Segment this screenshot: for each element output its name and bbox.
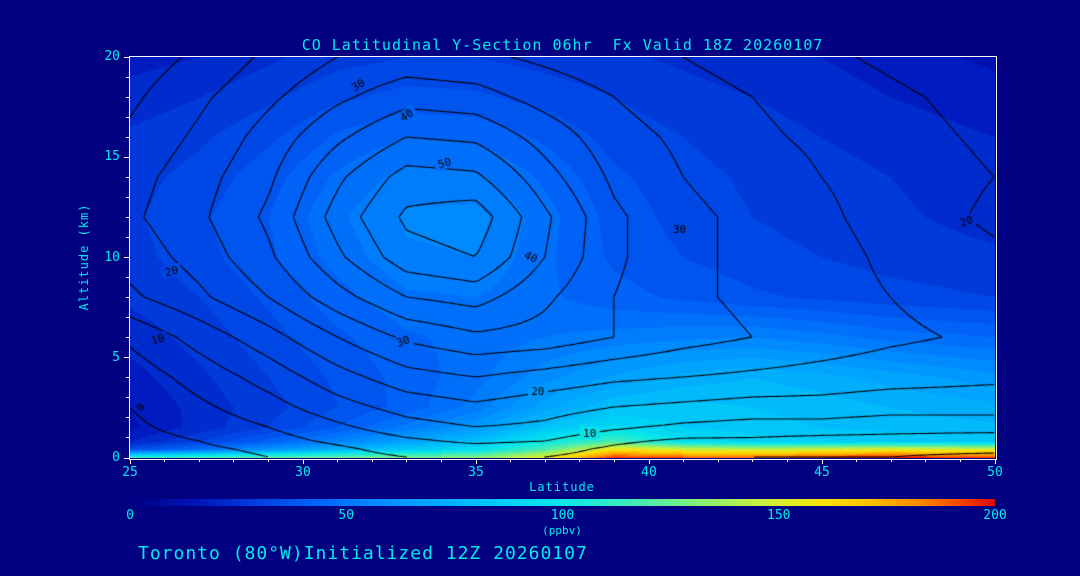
x-axis-minor-tick — [267, 459, 269, 462]
x-axis-minor-tick — [959, 459, 961, 462]
x-axis-minor-tick — [856, 459, 858, 462]
x-axis-minor-tick — [890, 459, 892, 462]
cross-section-plot-canvas — [130, 57, 995, 458]
y-axis-minor-tick — [126, 76, 129, 78]
y-axis-minor-tick — [126, 116, 129, 118]
y-axis-minor-tick — [126, 337, 129, 339]
colorbar-gradient — [130, 499, 995, 506]
x-axis-minor-tick — [613, 459, 615, 462]
x-axis-minor-tick — [683, 459, 685, 462]
x-axis-minor-tick — [510, 459, 512, 462]
y-axis-tick-label: 15 — [104, 149, 120, 165]
x-axis-minor-tick — [579, 459, 581, 462]
y-axis-major-tick — [124, 457, 129, 459]
x-axis-label: Latitude — [529, 480, 595, 494]
chart-title: CO Latitudinal Y-Section 06hr Fx Valid 1… — [301, 36, 824, 54]
x-axis-minor-tick — [544, 459, 546, 462]
x-axis-minor-tick — [406, 459, 408, 462]
y-axis-minor-tick — [126, 437, 129, 439]
x-axis-major-tick — [994, 459, 996, 464]
x-axis-minor-tick — [717, 459, 719, 462]
y-axis-minor-tick — [126, 196, 129, 198]
y-axis-major-tick — [124, 56, 129, 58]
y-axis-tick-label: 20 — [104, 49, 120, 64]
model-init-caption: Toronto (80°W)Initialized 12Z 20260107 — [138, 543, 588, 564]
y-axis-tick-label: 0 — [112, 450, 120, 465]
x-axis-minor-tick — [233, 459, 235, 462]
colorbar-tick-label: 200 — [983, 508, 1007, 523]
x-axis-minor-tick — [440, 459, 442, 462]
y-axis-minor-tick — [126, 397, 129, 399]
x-axis-minor-tick — [752, 459, 754, 462]
x-axis-tick-label: 45 — [814, 465, 830, 480]
x-axis-minor-tick — [198, 459, 200, 462]
colorbar-tick-label: 100 — [550, 508, 575, 523]
x-axis-major-tick — [129, 459, 131, 464]
y-axis-minor-tick — [126, 216, 129, 218]
y-axis-minor-tick — [126, 236, 129, 238]
y-axis-minor-tick — [126, 297, 129, 299]
x-axis-minor-tick — [337, 459, 339, 462]
colorbar-tick-label: 0 — [126, 508, 134, 523]
colorbar-units-label: (ppbv) — [542, 524, 582, 537]
x-axis-major-tick — [302, 459, 304, 464]
y-axis-major-tick — [124, 357, 129, 359]
y-axis-minor-tick — [126, 377, 129, 379]
plot-frame — [129, 56, 997, 460]
x-axis-tick-label: 35 — [468, 465, 484, 480]
x-axis-minor-tick — [786, 459, 788, 462]
y-axis-minor-tick — [126, 176, 129, 178]
y-axis-minor-tick — [126, 136, 129, 138]
y-axis-minor-tick — [126, 417, 129, 419]
x-axis-tick-label: 25 — [122, 465, 138, 480]
y-axis-major-tick — [124, 257, 129, 258]
x-axis-minor-tick — [371, 459, 373, 462]
y-axis-tick-label: 5 — [112, 349, 120, 365]
colorbar-tick-label: 150 — [767, 508, 791, 523]
x-axis-major-tick — [821, 459, 823, 464]
x-axis-major-tick — [475, 459, 477, 464]
colorbar-tick-label: 50 — [338, 508, 355, 523]
x-axis-minor-tick — [925, 459, 927, 462]
y-axis-major-tick — [124, 156, 129, 158]
y-axis-minor-tick — [126, 317, 129, 319]
y-axis-tick-label: 10 — [104, 249, 120, 265]
y-axis-minor-tick — [126, 277, 129, 279]
x-axis-tick-label: 30 — [295, 465, 311, 480]
x-axis-major-tick — [648, 459, 650, 464]
x-axis-minor-tick — [164, 459, 166, 462]
x-axis-tick-label: 40 — [641, 465, 657, 480]
y-axis-minor-tick — [126, 96, 129, 98]
x-axis-tick-label: 50 — [987, 465, 1003, 480]
y-axis-label: Altitude (km) — [77, 203, 91, 311]
